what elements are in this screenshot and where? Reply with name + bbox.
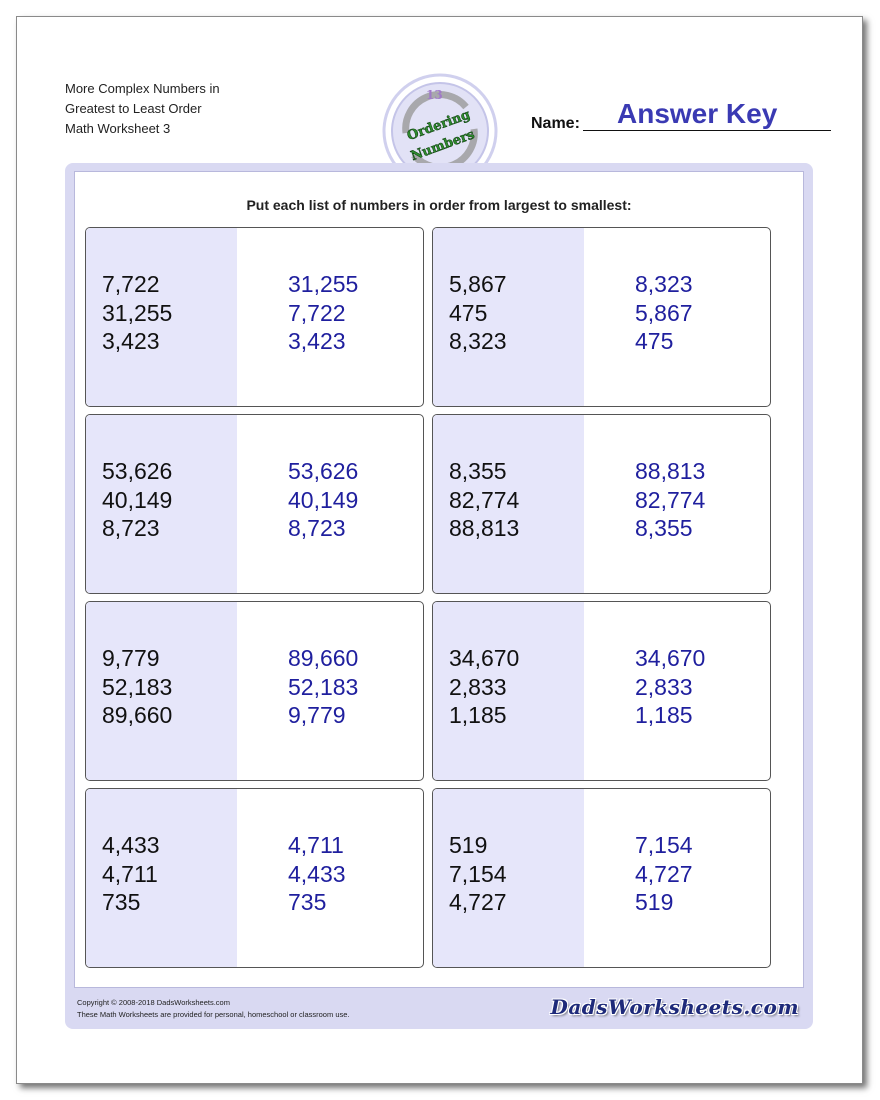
question-shade	[433, 789, 584, 967]
answer-number: 1,185	[635, 702, 693, 728]
title-line: Math Worksheet 3	[65, 121, 171, 136]
question-shade	[433, 228, 584, 406]
problem-card: 4,433 4,711 735 4,711 4,433 735	[85, 788, 424, 968]
question-number: 2,833	[449, 673, 507, 700]
question-number: 735	[102, 889, 141, 915]
problem-card: 519 7,154 4,727 7,154 4,727 519	[432, 788, 771, 968]
question-shade	[86, 789, 237, 967]
question-number: 5,867	[449, 271, 507, 297]
question-list: 53,626 40,149 8,723	[102, 457, 172, 543]
question-list: 7,722 31,255 3,423	[102, 270, 172, 356]
problem-card: 9,779 52,183 89,660 89,660 52,183 9,779	[85, 601, 424, 781]
question-number: 52,183	[102, 673, 173, 700]
question-shade	[86, 228, 237, 406]
answer-number: 519	[635, 889, 674, 915]
answer-number: 5,867	[635, 299, 693, 326]
answer-number: 8,323	[635, 271, 693, 297]
answer-number: 8,355	[635, 515, 693, 541]
answer-list: 53,626 40,149 8,723	[288, 457, 358, 543]
ordering-numbers-logo: 13 Ordering Numbers 7	[382, 73, 498, 189]
name-label: Name:	[531, 115, 580, 132]
answer-number: 4,727	[635, 860, 693, 887]
answer-number: 9,779	[288, 702, 346, 728]
question-shade	[86, 415, 237, 593]
answer-number: 52,183	[288, 673, 359, 700]
question-number: 7,154	[449, 860, 507, 887]
problem-card: 7,722 31,255 3,423 31,255 7,722 3,423	[85, 227, 424, 407]
answer-number: 2,833	[635, 673, 693, 700]
answer-number: 3,423	[288, 328, 346, 354]
question-number: 40,149	[102, 486, 173, 513]
question-shade	[86, 602, 237, 780]
question-number: 3,423	[102, 328, 160, 354]
answer-number: 7,722	[288, 299, 346, 326]
question-number: 34,670	[449, 645, 520, 671]
question-list: 9,779 52,183 89,660	[102, 644, 172, 730]
answer-number: 8,723	[288, 515, 346, 541]
question-number: 8,323	[449, 328, 507, 354]
answer-list: 34,670 2,833 1,185	[635, 644, 705, 730]
question-number: 8,723	[102, 515, 160, 541]
name-underline	[583, 130, 831, 131]
answer-number: 4,711	[288, 832, 344, 858]
name-field[interactable]: Name: Answer Key	[531, 93, 831, 133]
question-shade	[433, 602, 584, 780]
question-number: 31,255	[102, 299, 173, 326]
question-number: 4,711	[102, 860, 158, 887]
answer-number: 4,433	[288, 860, 346, 887]
question-number: 7,722	[102, 271, 160, 297]
answer-list: 31,255 7,722 3,423	[288, 270, 358, 356]
question-number: 475	[449, 299, 488, 326]
problem-card: 5,867 475 8,323 8,323 5,867 475	[432, 227, 771, 407]
worksheet-page: More Complex Numbers in Greatest to Leas…	[16, 16, 863, 1084]
answer-number: 34,670	[635, 645, 706, 671]
question-number: 9,779	[102, 645, 160, 671]
answer-number: 88,813	[635, 458, 706, 484]
answer-number: 7,154	[635, 832, 693, 858]
answer-key-label: Answer Key	[617, 98, 778, 129]
answer-list: 88,813 82,774 8,355	[635, 457, 705, 543]
answer-list: 89,660 52,183 9,779	[288, 644, 358, 730]
question-list: 5,867 475 8,323	[449, 270, 507, 356]
problem-frame: Put each list of numbers in order from l…	[65, 163, 813, 1029]
question-list: 8,355 82,774 88,813	[449, 457, 519, 543]
question-number: 89,660	[102, 702, 173, 728]
question-list: 4,433 4,711 735	[102, 831, 160, 917]
question-number: 519	[449, 832, 488, 858]
question-number: 53,626	[102, 458, 173, 484]
question-number: 8,355	[449, 458, 507, 484]
answer-number: 82,774	[635, 486, 706, 513]
question-list: 34,670 2,833 1,185	[449, 644, 519, 730]
answer-list: 8,323 5,867 475	[635, 270, 693, 356]
question-number: 4,727	[449, 889, 507, 915]
question-number: 82,774	[449, 486, 520, 513]
answer-number: 53,626	[288, 458, 359, 484]
answer-list: 4,711 4,433 735	[288, 831, 346, 917]
title-line: Greatest to Least Order	[65, 101, 202, 116]
worksheet-title: More Complex Numbers in Greatest to Leas…	[65, 79, 220, 139]
copyright-text: Copyright © 2008-2018 DadsWorksheets.com	[77, 998, 230, 1007]
answer-number: 735	[288, 889, 327, 915]
answer-number: 89,660	[288, 645, 359, 671]
answer-number: 40,149	[288, 486, 359, 513]
problem-grid: 7,722 31,255 3,423 31,255 7,722 3,423 5,…	[85, 227, 771, 968]
answer-list: 7,154 4,727 519	[635, 831, 693, 917]
question-shade	[433, 415, 584, 593]
problem-card: 53,626 40,149 8,723 53,626 40,149 8,723	[85, 414, 424, 594]
problem-card: 8,355 82,774 88,813 88,813 82,774 8,355	[432, 414, 771, 594]
answer-number: 475	[635, 328, 674, 354]
problem-card: 34,670 2,833 1,185 34,670 2,833 1,185	[432, 601, 771, 781]
dadsworksheets-logo[interactable]: DadsWorksheets.com	[550, 995, 799, 1019]
question-number: 88,813	[449, 515, 520, 541]
usage-text: These Math Worksheets are provided for p…	[77, 1010, 350, 1019]
footer-text: Copyright © 2008-2018 DadsWorksheets.com…	[77, 997, 350, 1021]
title-line: More Complex Numbers in	[65, 81, 220, 96]
question-number: 1,185	[449, 702, 507, 728]
answer-number: 31,255	[288, 271, 359, 297]
logo-number-top: 13	[426, 88, 443, 102]
question-number: 4,433	[102, 832, 160, 858]
problem-area: Put each list of numbers in order from l…	[74, 171, 804, 988]
instructions: Put each list of numbers in order from l…	[246, 197, 632, 213]
question-list: 519 7,154 4,727	[449, 831, 507, 917]
